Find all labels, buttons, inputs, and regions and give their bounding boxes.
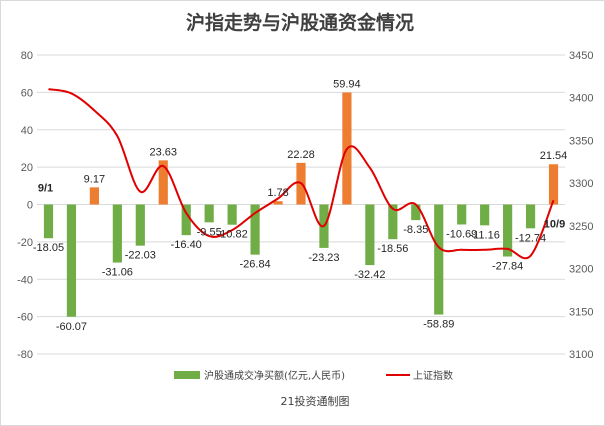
bar [89, 187, 99, 205]
bar [457, 204, 467, 225]
date-label-end: 10/9 [544, 219, 565, 231]
data-label: -10.82 [217, 229, 248, 241]
bar [158, 160, 168, 205]
data-label: -58.89 [423, 319, 454, 331]
data-label: -60.07 [56, 321, 87, 333]
data-label: -26.84 [239, 259, 270, 271]
bar [480, 204, 490, 226]
bar [525, 204, 536, 229]
left-tick-label: 80 [21, 50, 33, 62]
bar [434, 204, 444, 315]
data-label: -11.16 [469, 229, 499, 241]
right-tick-label: 3250 [569, 221, 593, 233]
data-label: 22.28 [287, 149, 315, 161]
index-line [48, 88, 555, 260]
right-tick-label: 3100 [569, 349, 593, 361]
legend-line-label: 上证指数 [413, 369, 453, 382]
data-label: -9.55 [197, 226, 222, 238]
bar [66, 204, 77, 317]
data-label: 21.54 [540, 150, 568, 162]
data-label: 1.78 [267, 187, 288, 199]
right-tick-label: 3400 [569, 93, 593, 105]
bar [365, 204, 375, 266]
legend-bar-swatch [174, 371, 200, 379]
data-label: -12.74 [515, 232, 546, 244]
bar [112, 204, 122, 263]
data-label: -10.69 [446, 228, 477, 240]
right-tick-label: 3450 [569, 50, 593, 62]
bar [135, 204, 145, 246]
data-label: -27.84 [492, 261, 523, 273]
data-label: 9.17 [84, 173, 105, 185]
data-label: -31.06 [102, 267, 133, 279]
right-tick-label: 3200 [569, 264, 593, 276]
source-note: 21投资通制图 [281, 394, 350, 408]
bar [388, 204, 398, 240]
bar [250, 204, 260, 255]
left-tick-label: 40 [21, 125, 33, 137]
right-tick-label: 3300 [569, 178, 593, 190]
bar [43, 204, 54, 239]
data-label: -32.42 [354, 269, 385, 281]
right-tick-label: 3350 [569, 135, 593, 147]
right-tick-label: 3150 [569, 306, 593, 318]
left-tick-label: -20 [17, 237, 33, 249]
bar [548, 164, 559, 205]
data-label: 59.94 [333, 78, 361, 90]
line-layer [48, 88, 555, 260]
data-label: -22.03 [125, 250, 156, 262]
left-tick-label: -80 [17, 349, 33, 361]
chart-title: 沪指走势与沪股通资金情况 [186, 11, 414, 34]
left-tick-label: -60 [17, 312, 33, 324]
label-layer: -18.05-60.079.17-31.06-22.0323.63-16.40-… [33, 78, 567, 332]
bar [503, 204, 513, 257]
left-tick-label: -40 [17, 274, 33, 286]
left-tick-label: 20 [21, 162, 33, 174]
bar [273, 201, 283, 205]
date-label-start: 9/1 [38, 183, 53, 195]
left-tick-label: 0 [27, 200, 33, 212]
legend-bar-label: 沪股通成交净买额(亿元,人民币) [204, 369, 345, 382]
right-axis: 3100 3150 3200 3250 3300 3350 3400 3450 [569, 50, 593, 361]
data-label: -16.40 [171, 239, 202, 251]
data-label: -18.05 [33, 242, 64, 254]
data-label: -23.23 [308, 252, 339, 264]
bar [411, 204, 421, 221]
left-tick-label: 60 [21, 87, 33, 99]
bar [227, 204, 237, 225]
data-label: -8.35 [403, 224, 428, 236]
data-label: -18.56 [377, 243, 408, 255]
bar [181, 204, 191, 236]
data-label: 23.63 [149, 146, 177, 158]
legend: 沪股通成交净买额(亿元,人民币) 上证指数 [174, 369, 453, 382]
left-axis: -80 -60 -40 -20 0 20 40 60 80 [17, 50, 33, 361]
bar [204, 204, 214, 223]
